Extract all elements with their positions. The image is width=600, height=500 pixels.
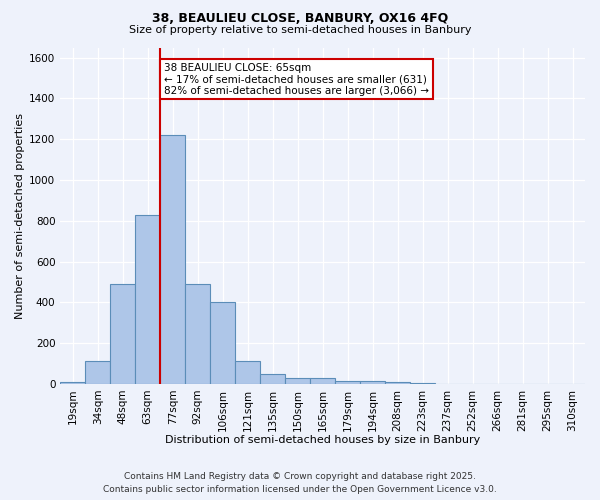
Bar (310, 378, 335, 384)
Bar (335, 381, 360, 384)
Text: Size of property relative to semi-detached houses in Banbury: Size of property relative to semi-detach… (129, 25, 471, 35)
Bar (135, 214, 160, 384)
Bar (235, 362, 260, 384)
Bar (360, 381, 385, 384)
Bar (210, 302, 235, 384)
Y-axis label: Number of semi-detached properties: Number of semi-detached properties (15, 112, 25, 318)
Text: 38, BEAULIEU CLOSE, BANBURY, OX16 4FQ: 38, BEAULIEU CLOSE, BANBURY, OX16 4FQ (152, 12, 448, 26)
Text: 38 BEAULIEU CLOSE: 65sqm
← 17% of semi-detached houses are smaller (631)
82% of : 38 BEAULIEU CLOSE: 65sqm ← 17% of semi-d… (164, 62, 429, 96)
Text: Contains HM Land Registry data © Crown copyright and database right 2025.
Contai: Contains HM Land Registry data © Crown c… (103, 472, 497, 494)
Bar (260, 374, 285, 384)
Bar (110, 284, 135, 384)
Bar (410, 383, 435, 384)
Bar (160, 135, 185, 384)
X-axis label: Distribution of semi-detached houses by size in Banbury: Distribution of semi-detached houses by … (165, 435, 480, 445)
Bar (285, 378, 310, 384)
Bar (385, 382, 410, 384)
Bar (85, 362, 110, 384)
Bar (185, 284, 210, 384)
Bar (60, 382, 85, 384)
